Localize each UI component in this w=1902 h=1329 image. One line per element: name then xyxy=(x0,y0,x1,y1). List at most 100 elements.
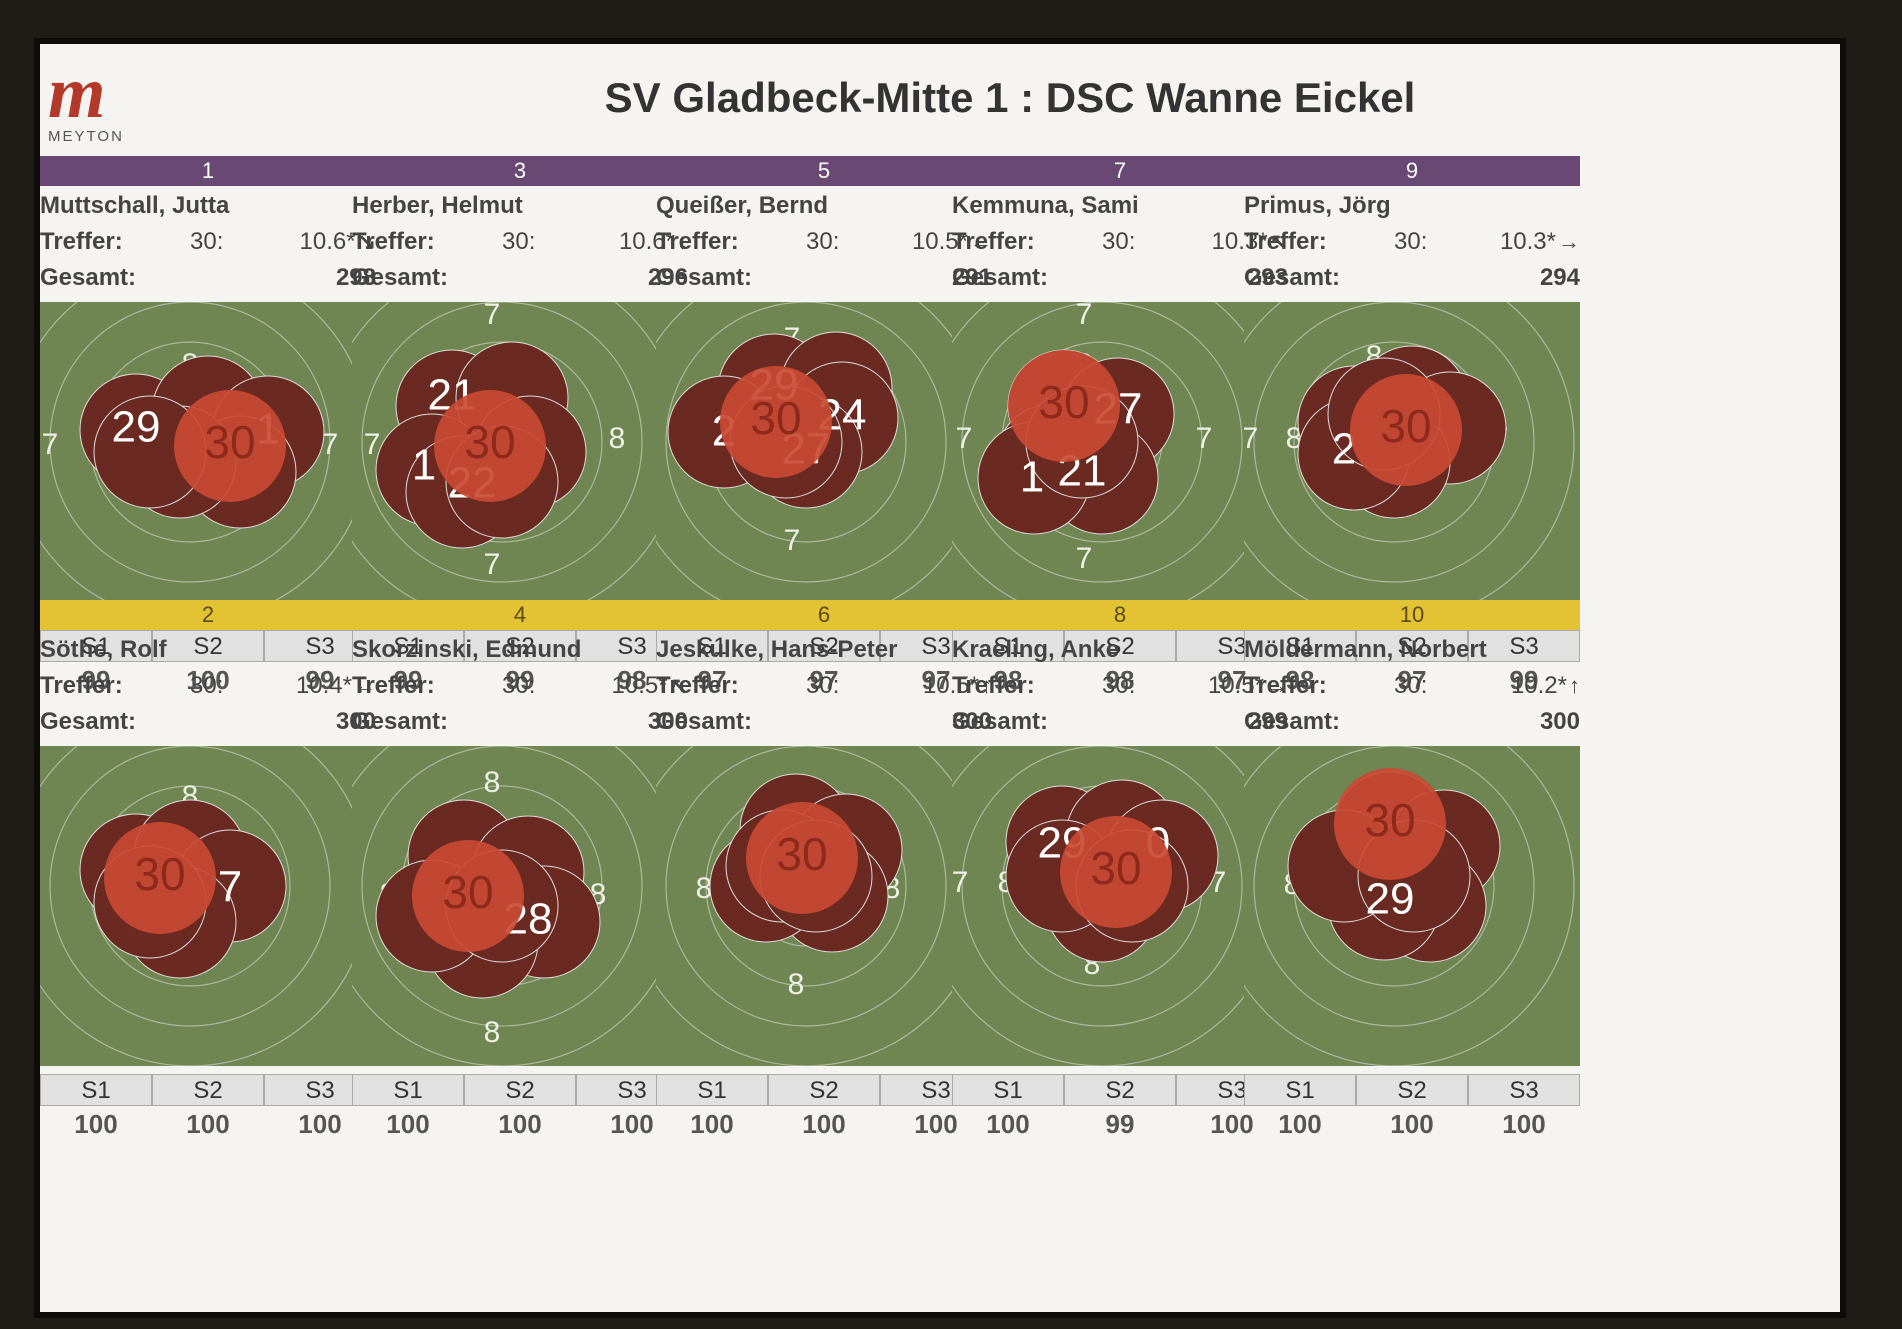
series-score: 100 xyxy=(1502,1109,1546,1139)
treffer-label: Treffer: xyxy=(40,228,123,255)
series-score: 97 xyxy=(1397,665,1427,695)
gesamt-label: Gesamt: xyxy=(352,708,449,735)
treffer-row: Treffer: 30: 10.6*↓ xyxy=(352,228,688,258)
total-score: 294 xyxy=(1539,264,1580,291)
shot-number: 29 xyxy=(112,403,161,452)
series-score: 100 xyxy=(1278,1109,1322,1139)
target-view: 8 8 8 30 xyxy=(656,746,992,1066)
arrow-up-left-icon: ↖ xyxy=(1269,229,1288,254)
series-score: 100 xyxy=(498,1109,542,1139)
shot-count: 30: xyxy=(1102,672,1136,699)
target-ring xyxy=(1253,302,1535,583)
shot-count: 30: xyxy=(502,228,536,255)
target-ring xyxy=(1253,746,1535,1027)
target-svg: 787772721130 xyxy=(952,302,1283,622)
logo-text: MEYTON xyxy=(48,128,124,145)
last-shot-value: 10.5*↑ xyxy=(922,672,992,699)
series-header: S2 xyxy=(768,630,880,662)
series-score: 100 xyxy=(1210,1109,1254,1139)
gesamt-label: Gesamt: xyxy=(952,708,1049,735)
series-score: 100 xyxy=(1390,1109,1434,1139)
shot-number: 1 xyxy=(1020,453,1044,502)
last-shot-hole xyxy=(104,822,216,934)
treffer-row: Treffer: 30: 10.5*↖ xyxy=(352,672,688,702)
last-shot-hole xyxy=(1350,374,1462,486)
series-score: 100 xyxy=(186,665,230,695)
series-score: 97 xyxy=(809,665,839,695)
arrow-up-left-icon: ↖ xyxy=(669,673,688,698)
total-score: 299 xyxy=(1247,708,1288,735)
series-score: 98 xyxy=(1105,665,1135,695)
last-shot-hole xyxy=(434,390,546,502)
total-score: 300 xyxy=(647,708,688,735)
arrow-right-icon: → xyxy=(1266,673,1288,698)
arrow-left-icon: ← xyxy=(970,229,992,254)
treffer-row: Treffer: 30: 10.3*↖ xyxy=(952,228,1288,258)
meyton-logo: m MEYTON xyxy=(48,56,178,146)
ring-number: 8 xyxy=(609,422,626,455)
treffer-row: Treffer: 30: 10.2*↑ xyxy=(1244,672,1580,702)
series-header: S1 xyxy=(952,1074,1064,1106)
last-shot-number: 30 xyxy=(1038,376,1089,428)
lane-number: 2 xyxy=(40,600,376,630)
gesamt-row: Gesamt: 293 xyxy=(952,264,1288,294)
shooter-name: Skorzinski, Edmund xyxy=(352,636,582,663)
series-score: 100 xyxy=(298,1109,342,1139)
total-score: 291 xyxy=(951,264,992,291)
shooter-name: Herber, Helmut xyxy=(352,192,523,219)
series-table: S1 S2 S3 100 100 100 xyxy=(40,1074,376,1142)
ring-number: 7 xyxy=(322,428,339,461)
total-score: 300 xyxy=(1539,708,1580,735)
arrow-right-icon: → xyxy=(1558,229,1580,254)
shooter-name: Kraeling, Anke xyxy=(952,636,1120,663)
lane-number: 3 xyxy=(352,156,688,186)
gesamt-label: Gesamt: xyxy=(40,708,137,735)
series-header: S1 xyxy=(352,630,464,662)
series-table: S1 S2 S3 100 99 100 xyxy=(952,1074,1288,1142)
shooter-panel: 1 Muttschall, Jutta Treffer: 30: 10.6*↘ Gesam… xyxy=(40,156,384,716)
treffer-row: Treffer: 30: 10.5*↑ xyxy=(656,672,992,702)
series-table: S1 S2 S3 99 100 99 xyxy=(40,630,376,698)
treffer-label: Treffer: xyxy=(1244,672,1327,699)
treffer-row: Treffer: 30: 10.6*↘ xyxy=(40,228,376,258)
target-ring xyxy=(361,302,643,583)
target-view: 88730 xyxy=(40,746,376,1066)
treffer-row: Treffer: 30: 10.5*→ xyxy=(952,672,1288,702)
shot-number: 7 xyxy=(218,863,242,912)
target-view: 8787230 xyxy=(1244,302,1580,622)
series-header: S1 xyxy=(40,1074,152,1106)
treffer-row: Treffer: 30: 10.4*← xyxy=(40,672,376,702)
shooter-panel: 10 Möldermann, Norbert Treffer: 30: 10.2*↑ Ge… xyxy=(1244,600,1588,1160)
series-score: 97 xyxy=(697,665,727,695)
shot-count: 30: xyxy=(806,672,840,699)
shooter-name: Kemmuna, Sami xyxy=(952,192,1139,219)
target-svg: 882930 xyxy=(1244,746,1575,1066)
series-score: 100 xyxy=(74,1109,118,1139)
target-svg: 88730 xyxy=(40,746,371,1066)
logo-mark-icon: m xyxy=(48,52,106,134)
target-view: 882930 xyxy=(1244,746,1580,1066)
target-ring xyxy=(361,746,643,1027)
ring-number: 7 xyxy=(952,866,968,899)
ring-number: 8 xyxy=(696,872,713,905)
shot-count: 30: xyxy=(1102,228,1136,255)
shooter-name: Primus, Jörg xyxy=(1244,192,1391,219)
shot-count: 30: xyxy=(502,672,536,699)
total-score: 296 xyxy=(647,264,688,291)
ring-number: 8 xyxy=(484,1016,501,1049)
shooter-panel: 5 Queißer, Bernd Treffer: 30: 10.5*← Gesamt: 2… xyxy=(656,156,1000,716)
target-ring xyxy=(49,302,331,583)
gesamt-label: Gesamt: xyxy=(1244,264,1341,291)
shooter-name: Muttschall, Jutta xyxy=(40,192,230,219)
series-score: 99 xyxy=(81,665,111,695)
target-ring xyxy=(665,302,947,583)
last-shot-value: 10.4*← xyxy=(295,672,376,699)
series-header: S2 xyxy=(1356,630,1468,662)
last-shot-value: 10.5*← xyxy=(911,228,992,255)
ring-number: 8 xyxy=(484,766,501,799)
last-shot-number: 30 xyxy=(464,416,515,468)
shooter-panel: 4 Skorzinski, Edmund Treffer: 30: 10.5*↖ Gesa… xyxy=(352,600,696,1160)
last-shot-number: 30 xyxy=(1380,400,1431,452)
last-shot-hole xyxy=(720,366,832,478)
last-shot-hole xyxy=(1060,816,1172,928)
